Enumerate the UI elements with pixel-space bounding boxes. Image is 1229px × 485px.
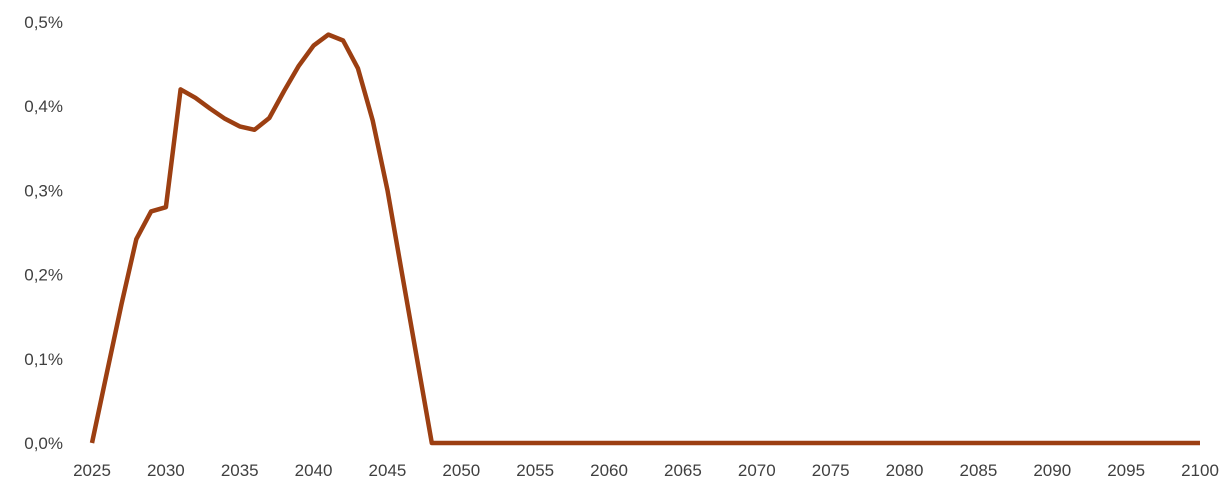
y-tick-label: 0,1% <box>24 350 63 369</box>
x-tick-label: 2085 <box>959 461 997 480</box>
x-axis-tick-labels: 2025 2030 2035 2040 2045 2050 2055 2060 2065 2070… <box>73 461 1219 480</box>
y-tick-label: 0,0% <box>24 434 63 453</box>
x-tick-label: 2030 <box>147 461 185 480</box>
x-tick-label: 2025 <box>73 461 111 480</box>
x-tick-label: 2090 <box>1033 461 1071 480</box>
x-tick-label: 2035 <box>221 461 259 480</box>
y-tick-label: 0,5% <box>24 13 63 32</box>
x-tick-label: 2055 <box>516 461 554 480</box>
x-tick-label: 2070 <box>738 461 776 480</box>
y-tick-label: 0,3% <box>24 181 63 200</box>
y-tick-label: 0,4% <box>24 97 63 116</box>
x-tick-label: 2080 <box>886 461 924 480</box>
x-tick-label: 2045 <box>369 461 407 480</box>
y-tick-label: 0,2% <box>24 266 63 285</box>
x-tick-label: 2050 <box>442 461 480 480</box>
x-tick-label: 2095 <box>1107 461 1145 480</box>
y-axis-tick-labels: 0,0% 0,1% 0,2% 0,3% 0,4% 0,5% <box>24 13 63 453</box>
x-tick-label: 2100 <box>1181 461 1219 480</box>
x-tick-label: 2065 <box>664 461 702 480</box>
series-line <box>89 32 1200 446</box>
x-tick-label: 2060 <box>590 461 628 480</box>
x-tick-label: 2040 <box>295 461 333 480</box>
x-tick-label: 2075 <box>812 461 850 480</box>
